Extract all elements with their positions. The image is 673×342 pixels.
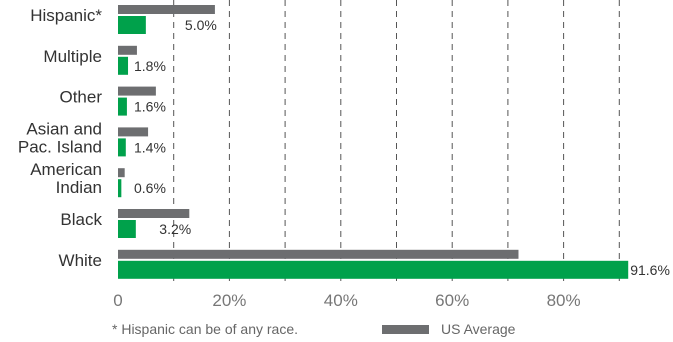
data-label-asian-pac-island: 1.4%	[134, 139, 166, 155]
category-label-hispanic: Hispanic*	[30, 6, 102, 25]
data-label-hispanic: 5.0%	[185, 17, 217, 33]
category-label-asian-pac-island: Pac. Island	[18, 137, 102, 156]
grid-lines	[173, 0, 620, 284]
bar-us-average-black	[118, 209, 190, 218]
bar-us-average-asian-pac-island	[118, 127, 149, 137]
data-label-black: 3.2%	[159, 221, 191, 237]
footnote: * Hispanic can be of any race.	[112, 321, 298, 337]
x-tick-label: 20%	[212, 291, 246, 310]
x-tick-label: 0	[113, 291, 122, 310]
data-label-white: 91.6%	[630, 262, 670, 278]
data-label-multiple: 1.8%	[134, 58, 166, 74]
x-tick-label: 80%	[547, 291, 581, 310]
category-label-multiple: Multiple	[43, 47, 102, 66]
category-label-asian-pac-island: Asian and	[26, 119, 102, 138]
bar-us-average-hispanic	[118, 5, 215, 14]
bar-value-asian-pac-island	[118, 138, 126, 157]
bar-value-other	[118, 97, 127, 116]
data-label-american-indian: 0.6%	[134, 180, 166, 196]
bar-value-american-indian	[118, 179, 122, 198]
bar-value-hispanic	[118, 16, 146, 34]
category-label-black: Black	[60, 210, 102, 229]
legend-label-us-average: US Average	[441, 321, 516, 337]
bars	[118, 5, 629, 279]
category-label-white: White	[59, 251, 102, 270]
legend: US Average	[382, 321, 516, 337]
x-tick-label: 40%	[324, 291, 358, 310]
legend-swatch-us-average	[382, 325, 429, 334]
data-labels: 5.0% 1.8% 1.6% 1.4% 0.6% 3.2% 91.6%	[134, 17, 670, 278]
bar-value-white	[118, 260, 629, 279]
bar-value-multiple	[118, 56, 129, 75]
x-tick-label: 60%	[435, 291, 469, 310]
bar-us-average-multiple	[118, 45, 137, 55]
category-label-american-indian: American	[30, 160, 102, 179]
bar-us-average-white	[118, 249, 519, 259]
bar-us-average-american-indian	[118, 168, 125, 178]
x-tick-labels: 0 20% 40% 60% 80%	[113, 291, 580, 310]
category-label-american-indian: Indian	[56, 178, 102, 197]
category-label-other: Other	[59, 88, 102, 107]
data-label-other: 1.6%	[134, 99, 166, 115]
bar-us-average-other	[118, 86, 156, 96]
bar-value-black	[118, 220, 136, 238]
